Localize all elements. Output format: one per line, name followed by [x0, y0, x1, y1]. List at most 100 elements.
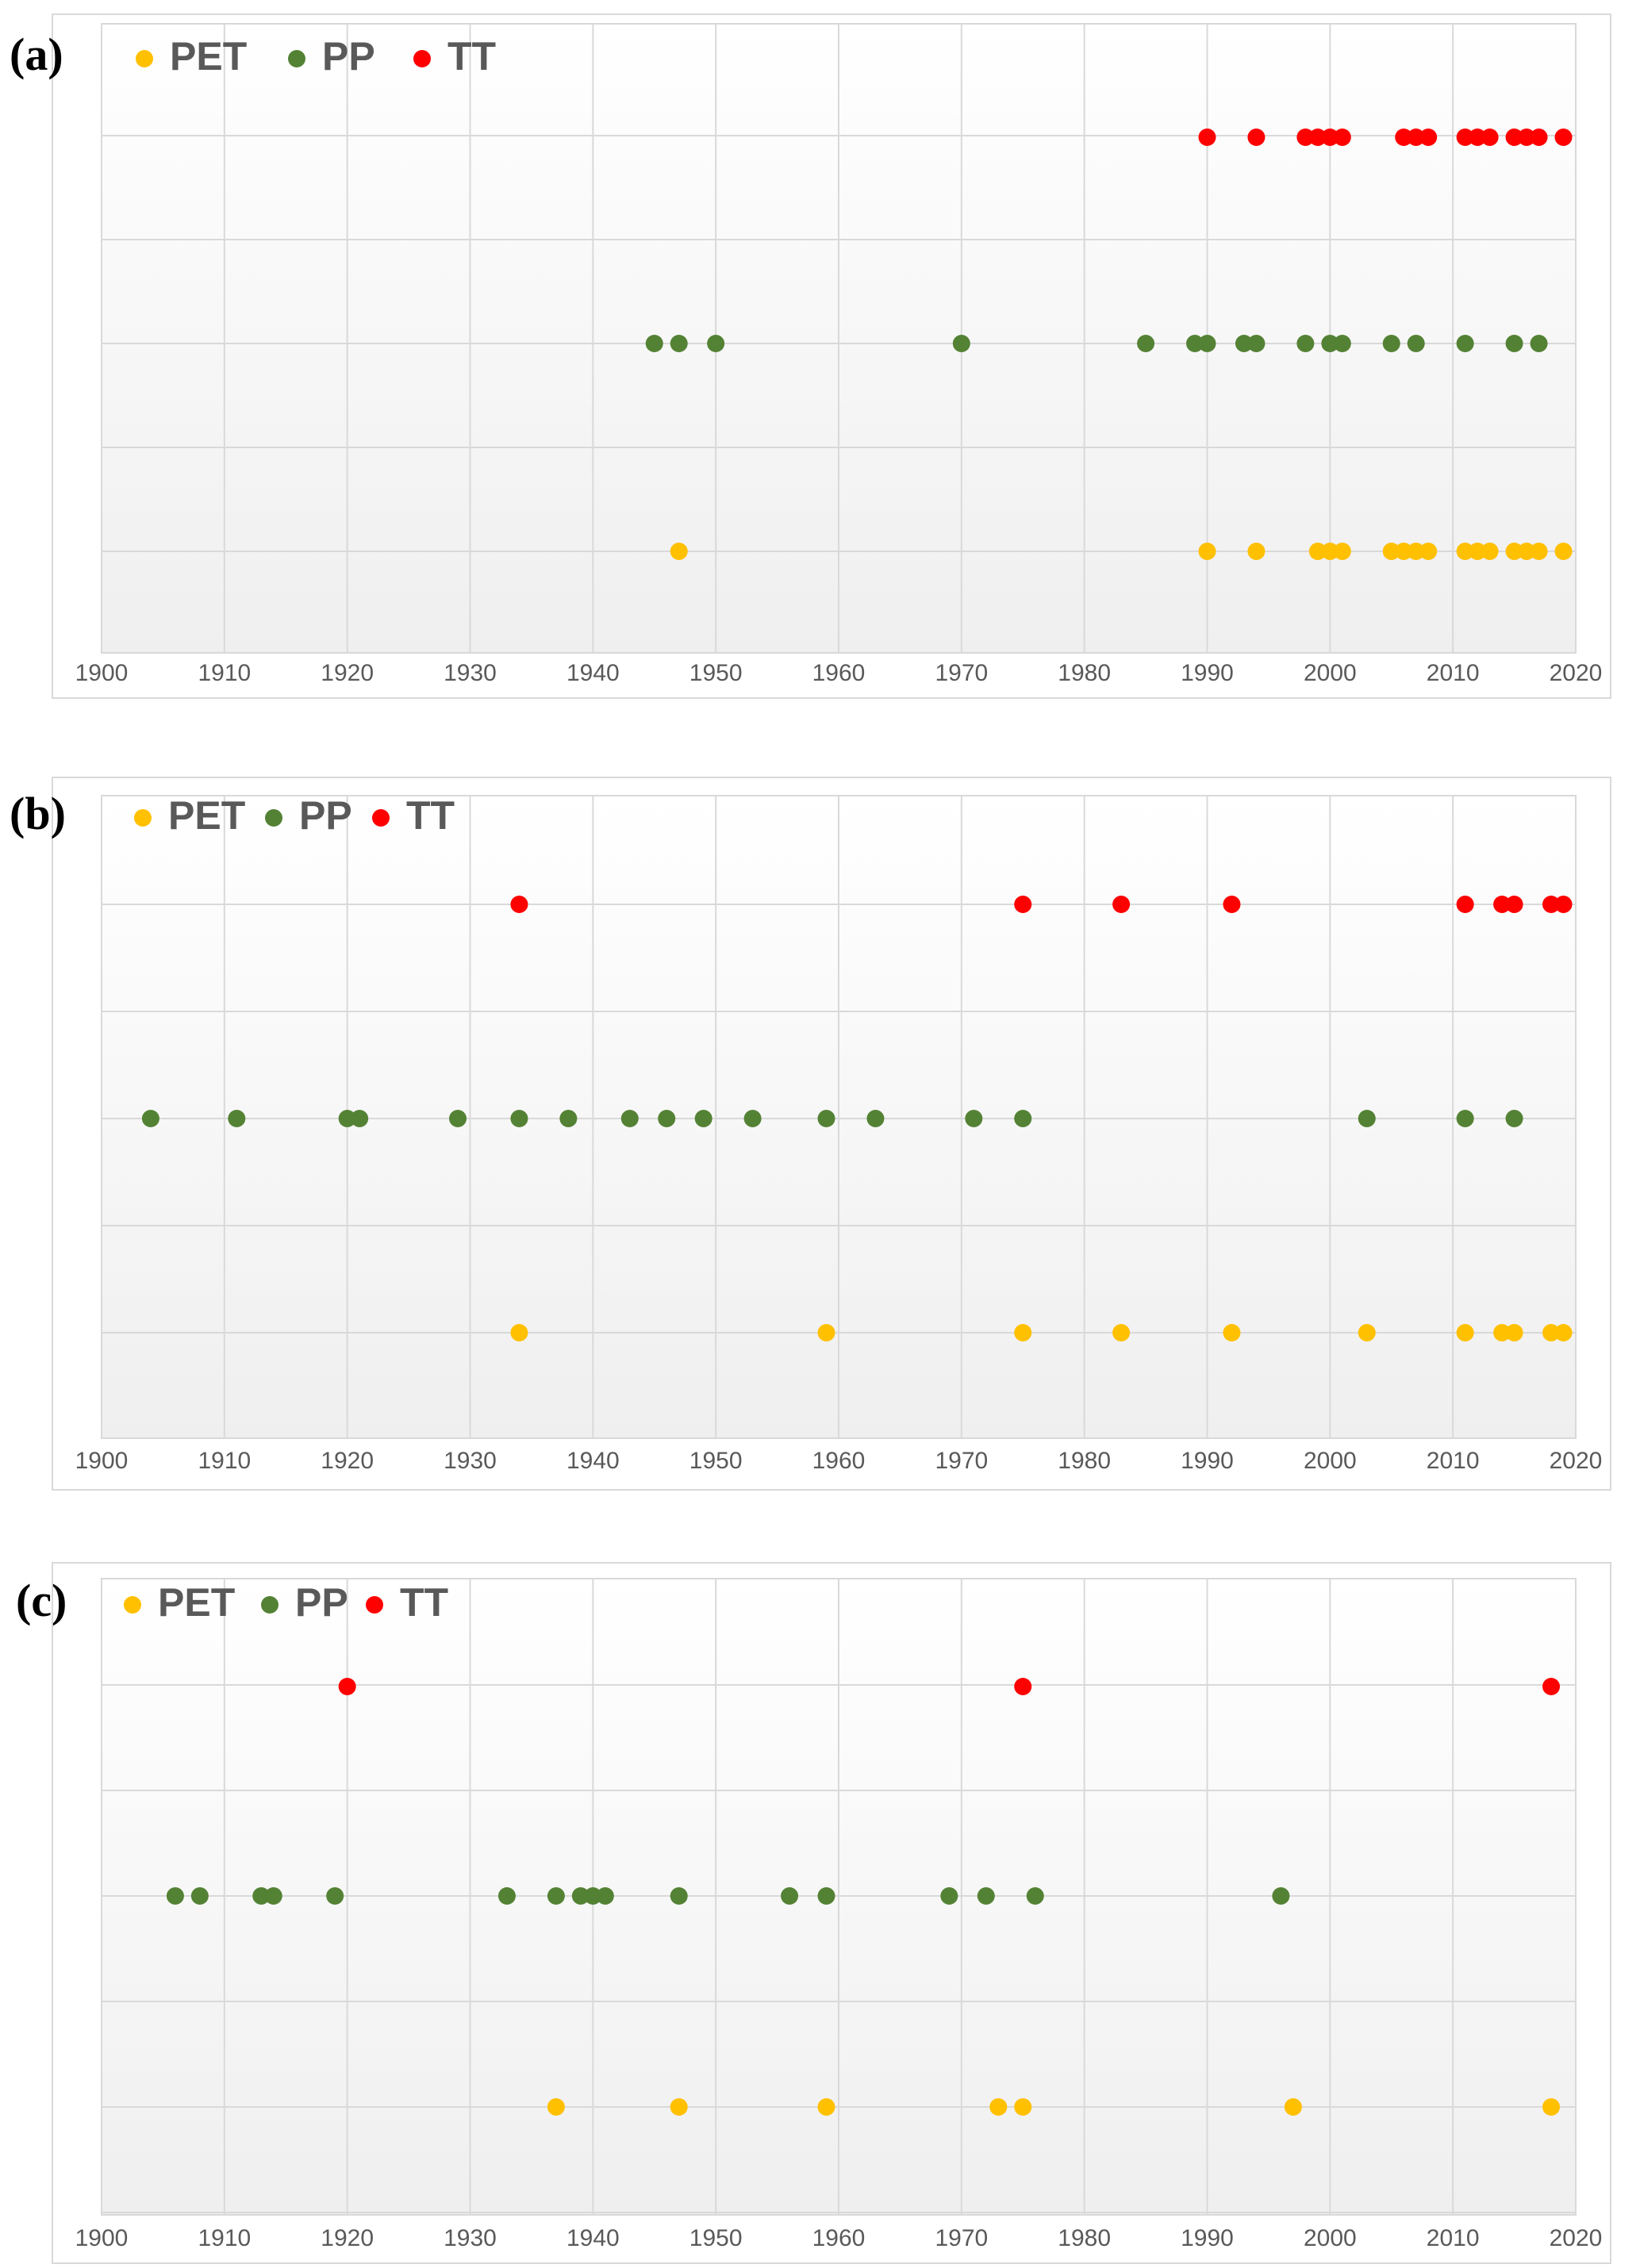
- data-point-tt: [338, 1678, 356, 1695]
- data-point-pet: [1333, 543, 1351, 560]
- x-tick-label: 1970: [935, 1448, 988, 1474]
- x-tick-label: 1930: [444, 2225, 497, 2251]
- legend-marker-pet: [134, 809, 152, 827]
- data-point-tt: [1505, 129, 1523, 146]
- data-point-pp: [264, 1887, 282, 1905]
- data-point-tt: [1469, 129, 1487, 146]
- data-point-tt: [1481, 129, 1499, 146]
- data-point-pp: [228, 1110, 246, 1127]
- data-point-pp: [1505, 1110, 1523, 1127]
- data-point-pp: [1407, 335, 1425, 352]
- data-point-pp: [952, 335, 970, 352]
- chart-panel-a: 1900 1910 1920 1930 1940 1950 1960 1970 1980 1990…: [10, 13, 1611, 699]
- data-point-pet: [1518, 543, 1536, 560]
- data-point-pp: [866, 1110, 885, 1127]
- data-point-pp: [940, 1887, 958, 1905]
- x-tick-label: 1990: [1181, 660, 1234, 686]
- data-point-pp: [707, 335, 725, 352]
- x-tick-label: 1910: [198, 660, 251, 686]
- data-point-pet: [1456, 1324, 1474, 1341]
- data-point-tt: [1247, 129, 1266, 146]
- data-point-pp: [449, 1110, 467, 1127]
- legend-label-pp: PP: [299, 793, 352, 838]
- data-point-pp: [817, 1887, 835, 1905]
- data-point-tt: [1554, 896, 1573, 913]
- data-point-pet: [1358, 1324, 1376, 1341]
- data-point-tt: [1493, 896, 1511, 913]
- data-point-pp: [1198, 335, 1216, 352]
- data-point-tt: [1456, 129, 1474, 146]
- data-point-pet: [1395, 543, 1413, 560]
- legend-marker-pet: [124, 1596, 141, 1614]
- data-point-pp: [1530, 335, 1548, 352]
- x-tick-label: 2000: [1304, 1448, 1357, 1474]
- x-tick-label: 2000: [1304, 2225, 1357, 2251]
- data-point-pp: [645, 335, 663, 352]
- x-tick-label: 2010: [1427, 660, 1480, 686]
- x-tick-label: 1980: [1058, 1448, 1111, 1474]
- x-tick-label: 2020: [1550, 1448, 1603, 1474]
- x-tick-label: 1970: [935, 660, 988, 686]
- data-point-pp: [620, 1110, 639, 1127]
- legend-marker-pp: [261, 1596, 278, 1614]
- data-point-pp: [1382, 335, 1400, 352]
- data-point-pp: [1321, 335, 1339, 352]
- data-point-pp: [1456, 1110, 1474, 1127]
- data-point-pp: [547, 1887, 565, 1905]
- x-tick-label: 1970: [935, 2225, 988, 2251]
- legend-label-pp: PP: [322, 34, 375, 79]
- x-tick-label: 1930: [444, 1448, 497, 1474]
- data-point-pp: [596, 1887, 614, 1905]
- x-tick-label: 1930: [444, 660, 497, 686]
- data-point-pp: [1247, 335, 1266, 352]
- panel-label: (a): [10, 29, 63, 80]
- legend-marker-pp: [265, 809, 282, 827]
- data-point-pp: [559, 1110, 578, 1127]
- data-point-tt: [1542, 1678, 1561, 1695]
- data-point-tt: [1198, 129, 1216, 146]
- x-tick-label: 1960: [812, 660, 866, 686]
- data-point-pp: [584, 1887, 602, 1905]
- data-point-pet: [1493, 1324, 1511, 1341]
- data-point-pp: [1014, 1110, 1032, 1127]
- data-point-tt: [1554, 129, 1573, 146]
- data-point-tt: [1333, 129, 1351, 146]
- data-point-tt: [1395, 129, 1413, 146]
- data-point-pet: [1554, 1324, 1573, 1341]
- data-point-pp: [1505, 335, 1523, 352]
- x-tick-label: 1990: [1181, 2225, 1234, 2251]
- data-point-tt: [1112, 896, 1131, 913]
- data-point-pp: [1333, 335, 1351, 352]
- data-point-pp: [965, 1110, 983, 1127]
- x-tick-label: 1900: [75, 2225, 129, 2251]
- data-point-pet: [1407, 543, 1425, 560]
- data-point-pp: [351, 1110, 369, 1127]
- data-point-pp: [1456, 335, 1474, 352]
- data-point-pet: [1505, 543, 1523, 560]
- data-point-pet: [547, 2098, 565, 2116]
- data-point-pp: [166, 1887, 184, 1905]
- data-point-pet: [1014, 1324, 1032, 1341]
- data-point-pet: [510, 1324, 528, 1341]
- data-point-pp: [670, 1887, 688, 1905]
- data-point-tt: [1014, 1678, 1032, 1695]
- x-tick-label: 1980: [1058, 2225, 1111, 2251]
- x-tick-label: 1990: [1181, 1448, 1234, 1474]
- data-point-tt: [1296, 129, 1315, 146]
- x-tick-label: 1940: [567, 2225, 620, 2251]
- legend-label-pet: PET: [168, 793, 245, 838]
- data-point-tt: [1014, 896, 1032, 913]
- x-tick-label: 2020: [1550, 2225, 1603, 2251]
- x-tick-label: 2010: [1427, 2225, 1480, 2251]
- x-tick-label: 1910: [198, 2225, 251, 2251]
- data-point-pet: [1542, 2098, 1561, 2116]
- data-point-pp: [1186, 335, 1204, 352]
- x-tick-label: 1910: [198, 1448, 251, 1474]
- legend-marker-pet: [136, 50, 153, 67]
- x-tick-label: 1950: [689, 660, 743, 686]
- x-tick-label: 1920: [321, 2225, 374, 2251]
- data-point-pp: [1235, 335, 1253, 352]
- data-point-tt: [1419, 129, 1438, 146]
- x-tick-label: 1940: [567, 660, 620, 686]
